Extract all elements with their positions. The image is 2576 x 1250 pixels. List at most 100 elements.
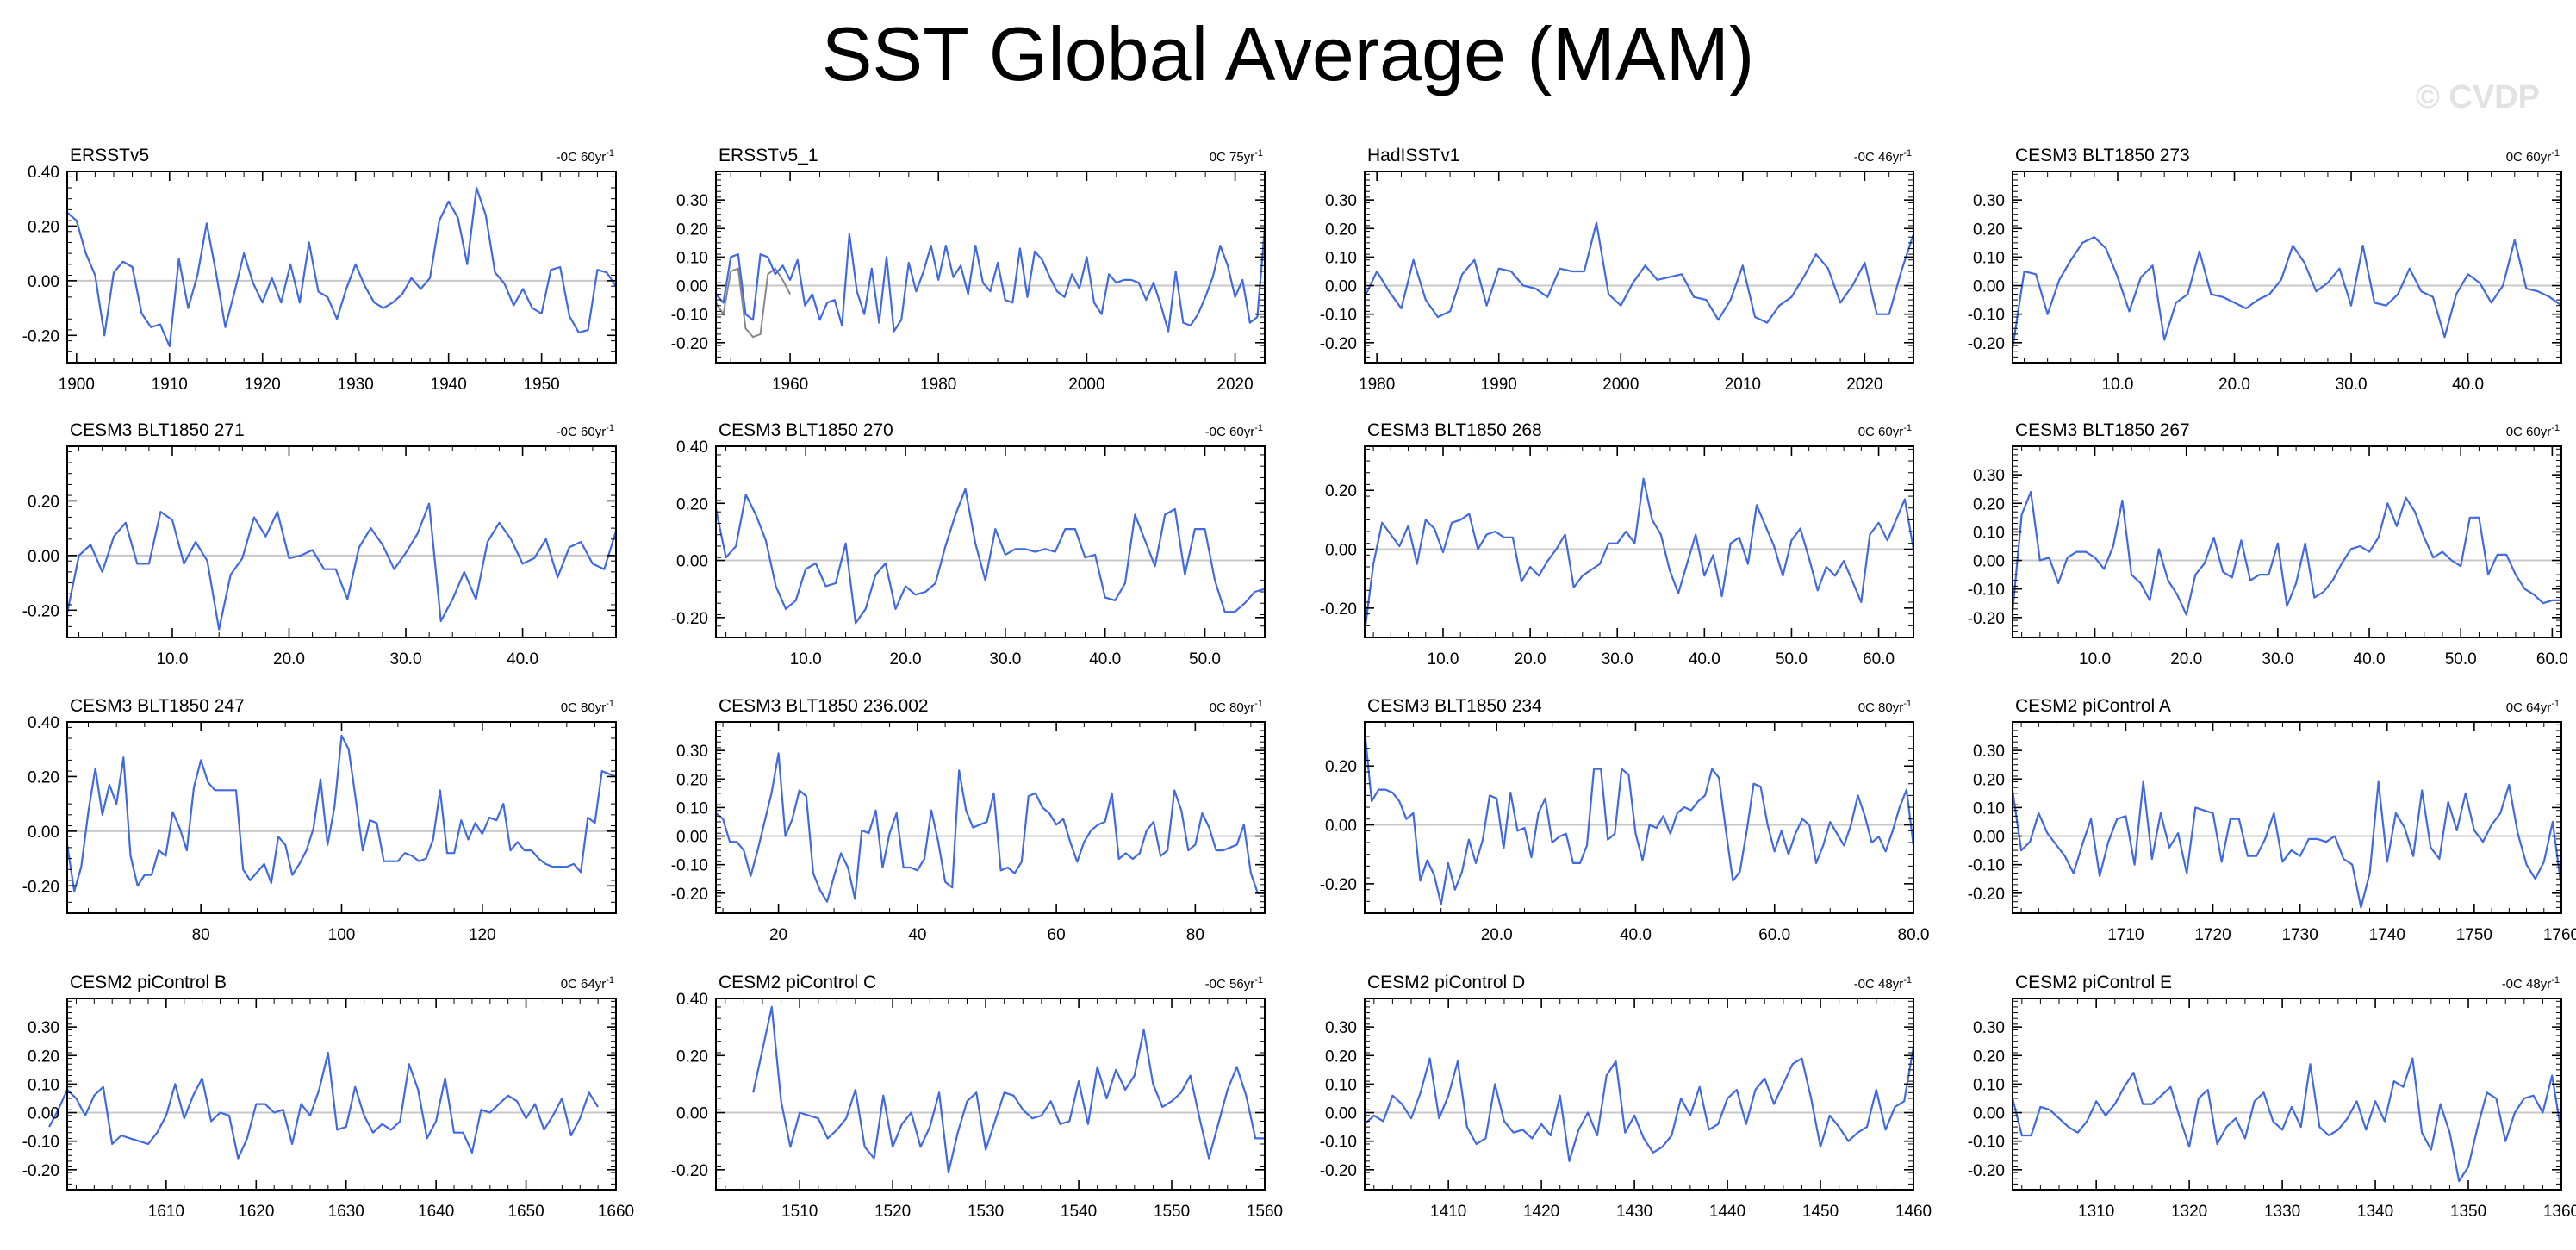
trend-label: 0C 60yr-1 (1858, 423, 1912, 439)
x-tick-label: 20.0 (2170, 650, 2202, 669)
x-tick-label: 2000 (1068, 376, 1104, 394)
y-tick-label: 0.10 (1973, 799, 2005, 818)
series-line (2011, 490, 2561, 616)
x-tick-label: 40.0 (2452, 376, 2484, 394)
x-tick-label: 20 (769, 926, 787, 944)
y-tick-label: 0.10 (1973, 524, 2005, 542)
x-tick-label: 1460 (1895, 1203, 1932, 1221)
y-tick-label: 0.00 (1973, 278, 2005, 296)
y-tick-label: 0.20 (1325, 482, 1357, 501)
y-tick-label: -0.20 (22, 327, 59, 345)
chart-panel-14: -0.20 0.00 0.20 0.40 1510 1520 1530 1540 1550 156… (671, 973, 1283, 1221)
y-tick-label: 0.00 (1325, 818, 1357, 836)
y-tick-label: 0.30 (28, 1019, 59, 1037)
y-tick-label: -0.10 (671, 857, 708, 875)
x-tick-label: 80.0 (1898, 926, 1930, 944)
y-tick-label: -0.20 (671, 1162, 708, 1180)
y-tick-label: 0.00 (28, 273, 59, 291)
x-tick-label: 1910 (152, 376, 188, 394)
chart-title: CESM3 BLT1850 247 (70, 696, 245, 716)
trend-superscript: -1 (606, 975, 614, 986)
trend-label: -0C 56yr-1 (1205, 975, 1263, 992)
x-tick-label: 2010 (1725, 376, 1761, 394)
x-tick-label: 10.0 (790, 650, 822, 669)
y-tick-label: 0.20 (1973, 771, 2005, 789)
y-tick-label: 0.30 (1973, 1019, 2005, 1037)
y-tick-label: 0.20 (1973, 1048, 2005, 1066)
trend-superscript: -1 (2551, 975, 2560, 986)
x-tick-label: 1420 (1523, 1203, 1559, 1221)
y-tick-label: -0.10 (1320, 1134, 1357, 1152)
chart-panel-1: -0.20 0.00 0.20 0.40 1900 1910 1920 1930 1940 195… (22, 146, 617, 394)
x-tick-label: 1440 (1709, 1203, 1745, 1221)
x-tick-label: 1520 (874, 1203, 911, 1221)
chart-title: CESM3 BLT1850 273 (2015, 146, 2190, 165)
y-tick-label: 0.20 (28, 768, 59, 787)
x-tick-label: 40.0 (2354, 650, 2386, 669)
chart-panel-5: -0.20 0.00 0.20 10.0 20.0 30.0 40.0 CESM3 BLT18… (22, 420, 618, 669)
series-line (2011, 236, 2562, 349)
y-tick-label: 0.20 (28, 1048, 59, 1066)
x-tick-label: 60.0 (1758, 926, 1790, 944)
y-tick-label: -0.20 (1320, 600, 1357, 619)
series-line (65, 734, 617, 892)
y-tick-label: 0.40 (28, 714, 59, 732)
x-tick-label: 20.0 (1481, 926, 1513, 944)
x-tick-label: 30.0 (2262, 650, 2293, 669)
trend-superscript: -1 (1254, 975, 1263, 986)
y-tick-label: 0.00 (1325, 278, 1357, 296)
trend-superscript: -1 (1903, 148, 1912, 159)
x-tick-label: 1450 (1802, 1203, 1839, 1221)
series-line (65, 502, 618, 631)
x-tick-label: 80 (192, 926, 210, 944)
y-tick-label: 0.30 (1973, 192, 2005, 210)
y-tick-label: 0.20 (1325, 758, 1357, 776)
x-tick-label: 1900 (59, 376, 95, 394)
trend-superscript: -1 (1254, 699, 1263, 709)
x-tick-label: 1610 (148, 1203, 184, 1221)
plot-frame (715, 171, 1266, 364)
chart-title: HadISSTv1 (1367, 146, 1459, 165)
chart-panel-15: -0.20 -0.10 0.00 0.10 0.20 0.30 1410 1420 1430 14… (1320, 973, 1932, 1221)
x-tick-label: 2000 (1602, 376, 1639, 394)
x-tick-label: 1720 (2194, 926, 2231, 944)
trend-superscript: -1 (1903, 975, 1912, 986)
y-tick-label: 0.20 (676, 1048, 708, 1066)
watermark: © CVDP (2415, 79, 2540, 115)
x-tick-label: 30.0 (989, 650, 1021, 669)
chart-title: CESM3 BLT1850 267 (2015, 420, 2190, 440)
chart-title: CESM2 piControl B (70, 973, 227, 992)
trend-superscript: -1 (1903, 423, 1912, 433)
trend-label: 0C 80yr-1 (561, 699, 614, 715)
plot-frame (2012, 721, 2562, 914)
y-tick-label: -0.10 (22, 1134, 59, 1152)
series-line (715, 228, 1266, 333)
y-tick-label: -0.20 (1968, 1162, 2005, 1180)
trend-label: -0C 46yr-1 (1854, 148, 1912, 165)
y-tick-label: 0.00 (1325, 542, 1357, 560)
trend-superscript: -1 (1903, 699, 1912, 709)
x-tick-label: 1730 (2282, 926, 2318, 944)
x-tick-label: 1620 (238, 1203, 274, 1221)
x-tick-label: 20.0 (273, 650, 305, 669)
y-tick-label: -0.10 (671, 307, 708, 325)
x-tick-label: 30.0 (1602, 650, 1633, 669)
chart-title: CESM3 BLT1850 234 (1367, 696, 1542, 716)
x-tick-label: 1930 (338, 376, 374, 394)
x-tick-label: 2020 (1216, 376, 1253, 394)
y-tick-label: 0.40 (676, 438, 708, 457)
y-tick-label: 0.30 (1325, 1019, 1357, 1037)
x-tick-label: 120 (469, 926, 496, 944)
x-tick-label: 1920 (245, 376, 281, 394)
trend-label: 0C 80yr-1 (1858, 699, 1912, 715)
x-tick-label: 40 (908, 926, 926, 944)
series-line (48, 1051, 600, 1160)
x-tick-label: 1980 (920, 376, 956, 394)
y-tick-label: 0.20 (1325, 221, 1357, 239)
plot-frame (2012, 445, 2562, 638)
x-tick-label: 1710 (2107, 926, 2144, 944)
x-tick-label: 100 (328, 926, 356, 944)
y-tick-label: 0.20 (1973, 221, 2005, 239)
chart-title: CESM2 piControl D (1367, 973, 1525, 992)
y-tick-label: 0.30 (676, 192, 708, 210)
